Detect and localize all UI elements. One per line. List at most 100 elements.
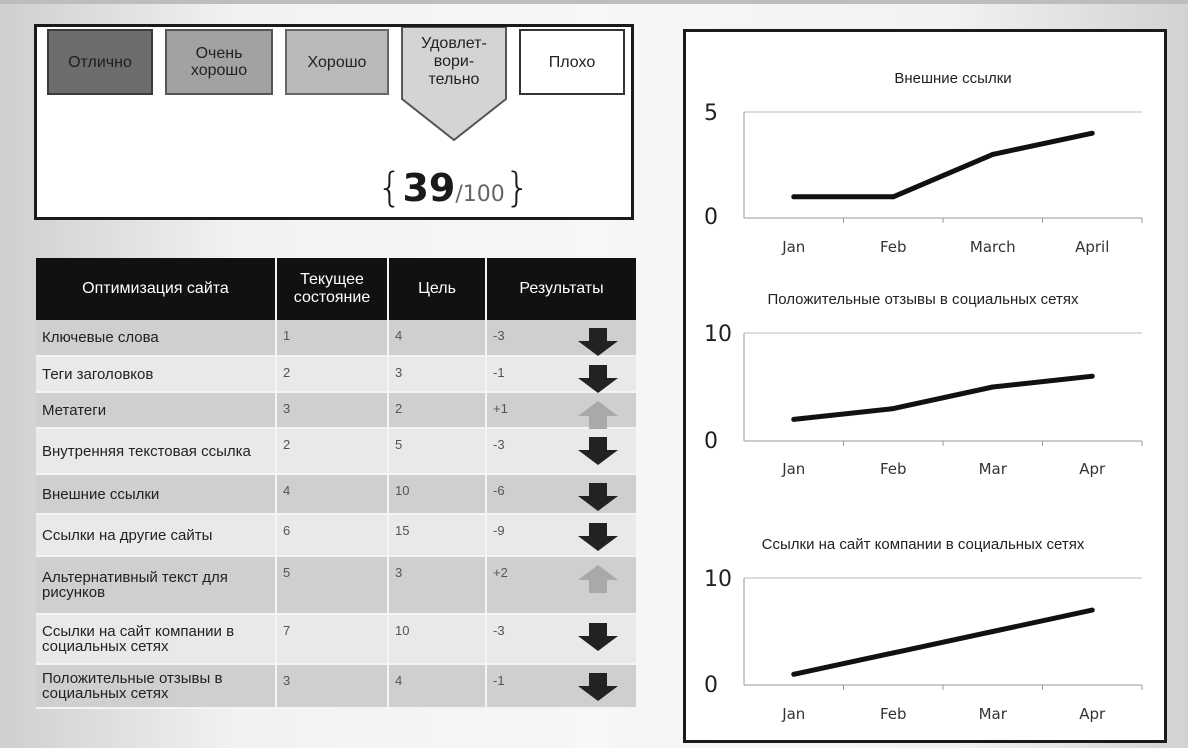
y-tick-label: 10: [704, 567, 732, 592]
x-tick-label: Jan: [781, 705, 805, 723]
arrow-down-icon: [578, 523, 618, 551]
header-results: Результаты: [486, 258, 636, 320]
arrow-down-icon: [578, 673, 618, 701]
row-target: 4: [388, 320, 487, 357]
x-tick-label: Jan: [781, 460, 805, 478]
x-tick-label: Feb: [880, 705, 907, 723]
grade-label: Плохо: [548, 53, 596, 71]
table-row: Метатеги 3 2 +1: [36, 392, 636, 429]
row-result: -3: [486, 320, 636, 357]
header-current: Текущее состояние: [276, 258, 389, 320]
row-target: 3: [388, 356, 487, 393]
data-point: [890, 406, 896, 412]
rating-panel: Отлично Очень хорошо Хорошо Удовлет- вор…: [34, 24, 634, 220]
row-result: +2: [486, 556, 636, 615]
data-point: [1089, 607, 1095, 613]
row-result-value: -3: [493, 623, 505, 638]
grade-label: Удовлет- вори- тельно: [421, 35, 487, 88]
row-result: -3: [486, 428, 636, 475]
grade-satisfactory-pointer[interactable]: Удовлет- вори- тельно: [401, 27, 507, 142]
series-line: [793, 607, 1093, 677]
row-current: 5: [276, 556, 389, 615]
row-result-value: +2: [493, 565, 508, 580]
x-tick-label: March: [970, 238, 1016, 256]
x-tick-label: Mar: [979, 460, 1008, 478]
data-point: [890, 194, 896, 200]
table-row: Ссылки на другие сайты 6 15 -9: [36, 514, 636, 557]
row-current: 2: [276, 356, 389, 393]
grade-label: Хорошо: [307, 53, 367, 71]
table-row: Ссылки на сайт компании в социальных сет…: [36, 614, 636, 665]
header-optimization: Оптимизация сайта: [36, 258, 277, 320]
seo-table: Оптимизация сайта Текущее состояние Цель…: [36, 258, 636, 709]
data-point: [990, 384, 996, 390]
table-header-row: Оптимизация сайта Текущее состояние Цель…: [36, 258, 636, 320]
row-name: Ключевые слова: [36, 320, 277, 357]
arrow-down-icon: [578, 623, 618, 651]
grade-poor[interactable]: Плохо: [519, 29, 625, 95]
row-target: 3: [388, 556, 487, 615]
row-name: Альтернативный текст для рисунков: [36, 556, 277, 615]
y-tick-label: 0: [704, 673, 718, 698]
row-target: 10: [388, 614, 487, 665]
x-tick-label: April: [1075, 238, 1109, 256]
data-point: [990, 629, 996, 634]
x-tick-label: Apr: [1079, 705, 1106, 723]
brace-close: }: [504, 165, 531, 211]
row-result: -1: [486, 664, 636, 709]
y-tick-label: 5: [704, 101, 718, 126]
row-result-value: +1: [493, 401, 508, 416]
row-current: 2: [276, 428, 389, 475]
table-row: Внутренняя текстовая ссылка 2 5 -3: [36, 428, 636, 475]
row-result-value: -1: [493, 365, 505, 380]
arrow-down-icon: [578, 437, 618, 465]
arrow-up-icon: [578, 565, 618, 593]
row-name: Ссылки на сайт компании в социальных сет…: [36, 614, 277, 665]
x-tick-label: Apr: [1079, 460, 1106, 478]
grade-label: Отлично: [68, 53, 132, 71]
score-display: {39/100}: [377, 165, 530, 211]
arrow-up-icon: [578, 401, 618, 429]
arrow-down-icon: [578, 483, 618, 511]
row-current: 1: [276, 320, 389, 357]
row-current: 3: [276, 392, 389, 429]
row-name: Внешние ссылки: [36, 474, 277, 515]
row-target: 10: [388, 474, 487, 515]
row-result: +1: [486, 392, 636, 429]
charts-svg: Внешние ссылки 5 0 Jan Feb March April Положите…: [704, 70, 1143, 723]
row-target: 2: [388, 392, 487, 429]
score-max: /100: [455, 182, 505, 207]
grade-good[interactable]: Хорошо: [285, 29, 389, 95]
row-result: -6: [486, 474, 636, 515]
grade-very-good[interactable]: Очень хорошо: [165, 29, 273, 95]
row-result-value: -9: [493, 523, 505, 538]
line-chart: Положительные отзывы в социальных сетях 1…: [704, 291, 1143, 478]
y-tick-label: 10: [704, 322, 732, 347]
series-line: [793, 373, 1093, 422]
row-result-value: -1: [493, 673, 505, 688]
row-name: Внутренняя текстовая ссылка: [36, 428, 277, 475]
table-body: Ключевые слова 1 4 -3 Теги заголовков 2 3 -1 Мет…: [36, 320, 636, 709]
x-tick-label: Jan: [781, 238, 805, 256]
row-current: 6: [276, 514, 389, 557]
chart-title: Ссылки на сайт компании в социальных сет…: [762, 536, 1085, 553]
x-tick-label: Mar: [979, 705, 1008, 723]
row-result-value: -3: [493, 437, 505, 452]
row-result: -3: [486, 614, 636, 665]
data-point: [791, 671, 797, 677]
grade-excellent[interactable]: Отлично: [47, 29, 153, 95]
x-tick-label: Feb: [880, 460, 907, 478]
row-current: 3: [276, 664, 389, 709]
data-point: [791, 416, 797, 422]
pointer-shape: [401, 27, 507, 142]
row-result-value: -6: [493, 483, 505, 498]
table-row: Ключевые слова 1 4 -3: [36, 320, 636, 357]
row-result-value: -3: [493, 328, 505, 343]
data-point: [890, 650, 896, 656]
series-line: [793, 130, 1093, 200]
data-point: [1089, 373, 1095, 379]
row-name: Положительные отзывы в социальных сетях: [36, 664, 277, 709]
score-value: 39: [402, 166, 456, 210]
line-chart: Внешние ссылки 5 0 Jan Feb March April: [704, 70, 1143, 256]
table-row: Альтернативный текст для рисунков 5 3 +2: [36, 556, 636, 615]
